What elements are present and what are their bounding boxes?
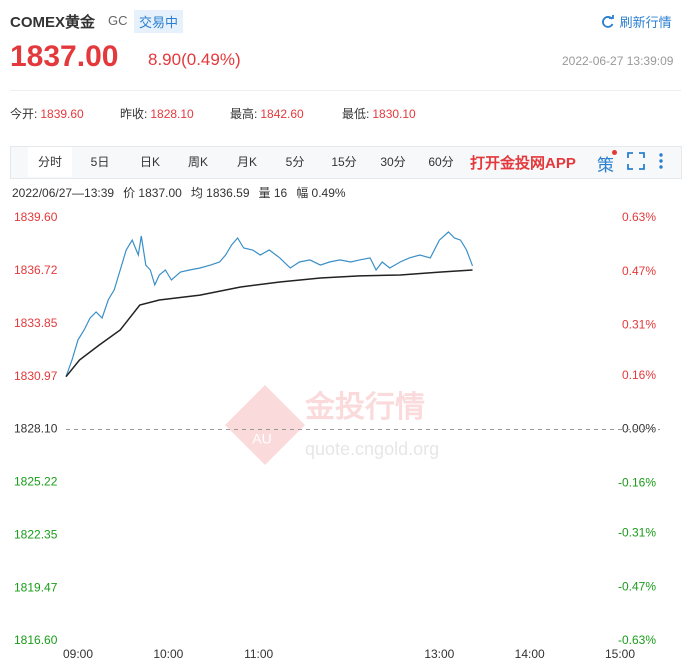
- stat: 最高: 1842.60: [230, 105, 304, 122]
- y-tick-label: 1836.72: [14, 263, 58, 277]
- fullscreen-button[interactable]: [627, 152, 645, 170]
- strategy-button[interactable]: 策: [597, 156, 614, 175]
- y-tick-label: 1839.60: [14, 210, 58, 224]
- watermark-url: quote.cngold.org: [305, 439, 439, 459]
- y-tick-label: 1819.47: [14, 580, 58, 594]
- stat: 今开: 1839.60: [10, 105, 84, 122]
- y-tick-label: 1822.35: [14, 527, 58, 541]
- info-bar: 2022/06/27—13:39 价 1837.00 均 1836.59 量 16 幅 …: [12, 184, 355, 201]
- info-item: 价 1837.00: [123, 186, 182, 200]
- y2-tick-label: 0.00%: [622, 422, 656, 436]
- last-price: 1837.00: [10, 40, 119, 73]
- stat-label: 今开:: [10, 107, 38, 121]
- app-promo[interactable]: 打开金投网APP: [470, 155, 576, 172]
- y2-tick-label: -0.63%: [618, 633, 656, 647]
- y2-tick-label: 0.63%: [622, 210, 656, 224]
- y-tick-label: 1816.60: [14, 633, 58, 647]
- watermark-name: 金投行情: [304, 390, 425, 424]
- stat-value: 1842.60: [260, 107, 304, 121]
- instrument-title: COMEX黄金: [10, 14, 96, 31]
- stat: 最低: 1830.10: [342, 105, 416, 122]
- info-item: 幅 0.49%: [296, 186, 346, 200]
- price-line: [65, 231, 474, 377]
- tab[interactable]: 周K: [187, 155, 208, 169]
- y2-tick-label: 0.47%: [622, 264, 656, 278]
- y-tick-label: 1828.10: [14, 422, 58, 436]
- tab[interactable]: 5日: [90, 155, 110, 169]
- stat: 昨收: 1828.10: [120, 105, 194, 122]
- y-tick-label: 1830.97: [14, 369, 58, 383]
- y2-tick-label: 0.31%: [622, 318, 656, 332]
- quote-time: 2022-06-27 13:39:09: [562, 54, 674, 68]
- refresh-label: 刷新行情: [619, 15, 672, 30]
- status-badge: 交易中: [134, 10, 184, 33]
- tab[interactable]: 60分: [428, 155, 454, 169]
- notice-dot: [612, 150, 617, 155]
- tab[interactable]: 30分: [380, 155, 406, 169]
- x-tick-label: 11:00: [244, 647, 273, 661]
- tab[interactable]: 5分: [285, 155, 305, 169]
- x-tick-label: 14:00: [515, 647, 545, 661]
- tab[interactable]: 日K: [139, 155, 160, 169]
- more-button[interactable]: [656, 152, 666, 170]
- info-item: 量 16: [258, 186, 288, 200]
- stat-label: 昨收:: [120, 107, 148, 121]
- price-change: 8.90(0.49%): [148, 50, 241, 69]
- tab-bar: [10, 146, 682, 179]
- y-tick-label: 1825.22: [14, 475, 58, 489]
- y2-tick-label: -0.31%: [618, 526, 656, 540]
- x-tick-label: 10:00: [153, 647, 183, 661]
- info-item: 2022/06/27—13:39: [12, 186, 115, 200]
- x-tick-label: 15:00: [605, 647, 635, 661]
- x-tick-label: 09:00: [63, 647, 93, 661]
- stat-value: 1830.10: [372, 107, 416, 121]
- y2-tick-label: 0.16%: [622, 368, 656, 382]
- watermark: AU 金投行情 quote.cngold.org: [225, 385, 439, 465]
- refresh-icon: [602, 15, 614, 28]
- stat-value: 1828.10: [150, 107, 194, 121]
- y2-tick-label: -0.47%: [618, 579, 656, 593]
- y2-tick-label: -0.16%: [618, 475, 656, 489]
- y-tick-label: 1833.85: [14, 316, 58, 330]
- stat-label: 最低:: [342, 107, 370, 121]
- x-tick-label: 13:00: [424, 647, 454, 661]
- info-item: 均 1836.59: [190, 186, 250, 200]
- divider: [10, 90, 681, 91]
- stat-value: 1839.60: [40, 107, 84, 121]
- instrument-code: GC: [108, 13, 128, 28]
- stat-label: 最高:: [230, 107, 258, 121]
- refresh-button[interactable]: 刷新行情: [600, 12, 672, 31]
- tab[interactable]: 分时: [28, 147, 72, 177]
- price-line: [65, 269, 473, 378]
- tab[interactable]: 月K: [236, 155, 257, 169]
- tab[interactable]: 15分: [331, 155, 357, 169]
- watermark-logo: AU: [252, 431, 271, 447]
